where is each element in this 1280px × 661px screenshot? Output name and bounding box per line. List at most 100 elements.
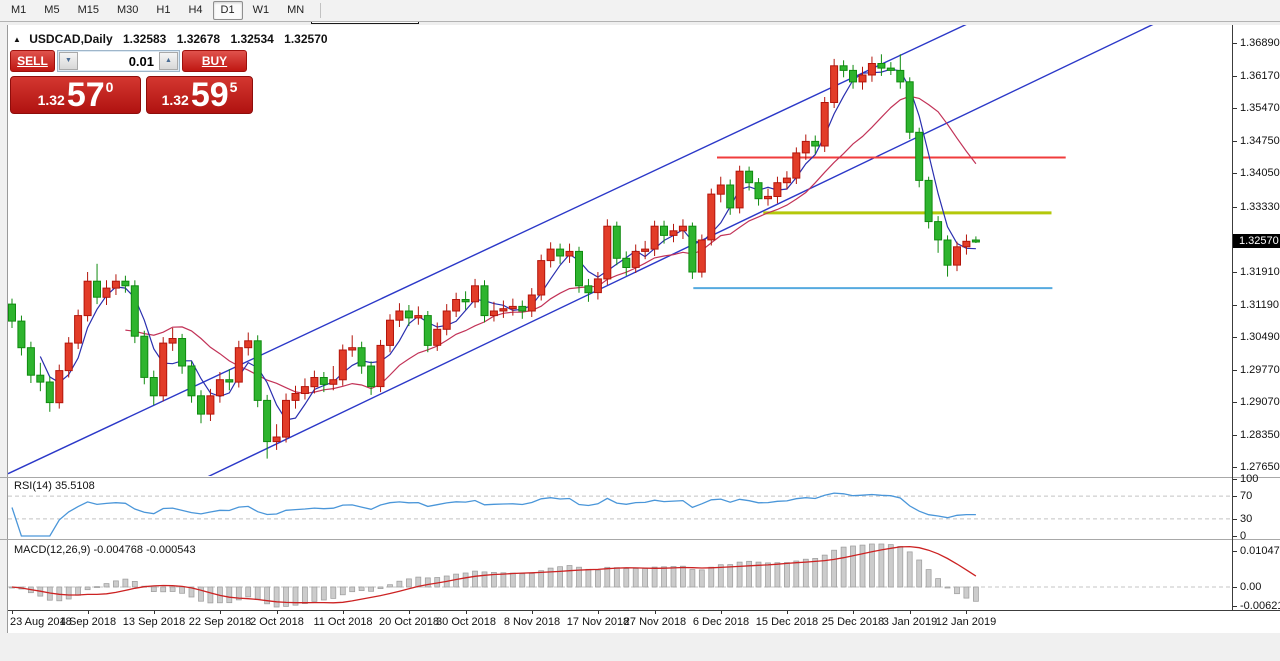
- price-tick: [1233, 337, 1237, 338]
- date-tick: [88, 611, 89, 614]
- ohlc-low: 1.32534: [230, 32, 274, 46]
- price-tick: [1233, 370, 1237, 371]
- candle-body: [584, 285, 593, 294]
- candle-body: [197, 395, 205, 415]
- sell-price-big: 57: [66, 76, 105, 114]
- buy-price-sup: 5: [229, 79, 238, 95]
- timeframe-button-h1[interactable]: H1: [156, 4, 171, 16]
- rsi-indicator-canvas[interactable]: [8, 478, 1232, 538]
- macd-histogram-bar: [642, 568, 648, 588]
- macd-histogram-bar: [349, 586, 356, 593]
- date-tick-label: 6 Dec 2018: [692, 616, 750, 628]
- macd-axis-tick: [1233, 606, 1237, 607]
- macd-histogram-bar: [585, 568, 592, 588]
- main-chart-canvas[interactable]: [8, 25, 1232, 476]
- macd-histogram-bar: [160, 586, 167, 593]
- timeframe-button-d1[interactable]: D1: [212, 1, 243, 20]
- timeframe-button-m5[interactable]: M5: [44, 4, 60, 16]
- timeframe-button-h4[interactable]: H4: [188, 4, 203, 16]
- chart-canvas-background[interactable]: [8, 25, 1280, 633]
- macd-histogram-bar: [878, 543, 885, 588]
- candle-body: [376, 344, 385, 388]
- candle-body: [310, 377, 319, 388]
- timeframe-button-m15[interactable]: M15: [77, 4, 99, 16]
- macd-indicator-label: MACD(12,26,9) -0.004768 -0.000543: [14, 544, 196, 556]
- price-tick-label: 1.30490: [1240, 331, 1280, 343]
- collapse-quote-panel-icon[interactable]: ▲: [13, 35, 21, 44]
- candle-body: [697, 239, 706, 273]
- sell-price-prefix: 1.32: [37, 92, 65, 108]
- candle-body: [414, 315, 423, 319]
- ma-slow-line[interactable]: [125, 95, 977, 395]
- candle-body: [527, 294, 536, 312]
- sell-button[interactable]: SELL: [10, 50, 55, 72]
- macd-histogram-bar: [944, 586, 951, 589]
- macd-histogram-bar: [320, 586, 327, 601]
- candle-body: [64, 342, 73, 372]
- macd-histogram-bar: [245, 586, 252, 598]
- macd-histogram-bar: [198, 586, 204, 602]
- timeframe-button-w1[interactable]: W1: [252, 4, 270, 16]
- price-tick: [1233, 173, 1237, 174]
- candle-body: [745, 170, 754, 184]
- macd-histogram-bar: [727, 564, 734, 588]
- rsi-axis-tick: [1233, 519, 1237, 520]
- rsi-axis-label: 0: [1240, 530, 1247, 542]
- date-tick: [12, 611, 13, 614]
- candle-body: [764, 195, 772, 200]
- time-axis[interactable]: 23 Aug 2018 4 Sep 2018 13 Sep 2018 22 Sep 2…: [8, 611, 1280, 633]
- candle-body: [943, 239, 952, 266]
- lot-increase-button[interactable]: ▲: [159, 52, 178, 70]
- candle-body: [17, 320, 26, 349]
- buy-price-display[interactable]: 1.32 59 5: [146, 76, 253, 114]
- ma-fast-line[interactable]: [39, 68, 976, 421]
- candle-body: [801, 140, 810, 154]
- rsi-line: [11, 492, 976, 537]
- price-axis[interactable]: 1.36890 1.36170 1.35470 1.34750 1.34050 1.333…: [1233, 25, 1280, 612]
- arrow-up-icon: ▲: [165, 57, 172, 64]
- candle-body: [225, 379, 234, 383]
- macd-histogram-bar: [207, 586, 214, 604]
- candle-body: [300, 386, 309, 395]
- timeframe-button-m1[interactable]: M1: [11, 4, 27, 16]
- date-tick-label: 4 Sep 2018: [59, 616, 117, 628]
- trendline-2[interactable]: [8, 25, 1232, 476]
- timeframe-button-mn[interactable]: MN: [287, 4, 305, 16]
- candle-body: [735, 170, 744, 209]
- lot-decrease-button[interactable]: ▼: [59, 52, 78, 70]
- lot-size-input[interactable]: [78, 52, 159, 70]
- date-tick: [466, 611, 467, 614]
- macd-histogram-bar: [75, 586, 81, 596]
- chart-rsi-splitter[interactable]: [0, 477, 1280, 478]
- sell-price-display[interactable]: 1.32 57 0: [10, 76, 141, 114]
- candle-body: [329, 379, 338, 385]
- toolbar-separator: [320, 3, 322, 18]
- timeframe-button-m30[interactable]: M30: [116, 4, 139, 16]
- candle-body: [612, 225, 621, 259]
- date-tick: [721, 611, 722, 614]
- macd-histogram-bar: [179, 586, 185, 594]
- candle-body: [877, 63, 886, 69]
- price-tick-label: 1.36890: [1240, 37, 1280, 49]
- price-tick-label: 1.34750: [1240, 135, 1280, 147]
- price-tick: [1233, 43, 1237, 44]
- rsi-macd-splitter[interactable]: [0, 539, 1280, 540]
- candle-body: [896, 69, 905, 83]
- macd-histogram-bar: [717, 564, 724, 588]
- macd-histogram-bar: [311, 586, 318, 602]
- macd-indicator-canvas[interactable]: [8, 540, 1232, 610]
- rsi-axis-label: 70: [1240, 490, 1253, 502]
- buy-button[interactable]: BUY: [182, 50, 247, 72]
- macd-histogram-bar: [330, 586, 337, 599]
- macd-histogram-bar: [491, 572, 497, 588]
- candle-body: [830, 65, 839, 103]
- macd-histogram-bar: [595, 569, 601, 588]
- price-tick-label: 1.28350: [1240, 429, 1280, 441]
- macd-histogram-bar: [765, 562, 771, 588]
- macd-histogram-bar: [358, 586, 365, 591]
- macd-histogram-bar: [708, 566, 715, 588]
- trendline-1[interactable]: [8, 25, 1232, 475]
- macd-histogram-bar: [509, 572, 516, 588]
- date-tick-label: 30 Oct 2018: [436, 616, 496, 628]
- macd-histogram-bar: [131, 581, 138, 588]
